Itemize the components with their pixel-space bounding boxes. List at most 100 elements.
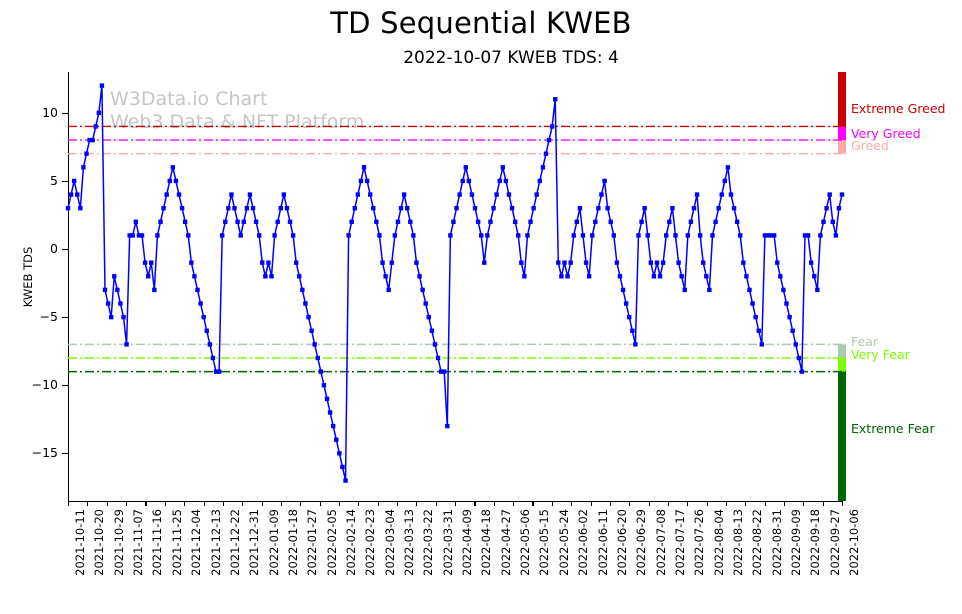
data-point-marker [719,192,724,197]
data-point-marker [331,423,336,429]
data-point-marker [793,342,798,347]
data-point-marker [216,369,222,374]
x-tick-mark [803,501,805,506]
x-tick-mark [725,501,728,506]
data-point-marker [395,219,401,225]
data-point-marker [87,137,92,143]
data-point-marker [420,287,425,293]
data-point-marker [463,165,468,170]
data-point-marker [716,205,721,211]
x-tick-mark [590,501,592,506]
data-point-marker [392,233,398,238]
zone-label-fear: Fear [851,333,878,349]
data-point-marker [445,423,450,429]
data-point-marker [334,437,339,442]
data-point-marker [121,314,126,320]
data-point-marker [787,314,792,320]
data-point-marker [105,301,111,306]
y-tick-mark [62,112,68,115]
data-point-marker [275,219,280,225]
y-tick-label: −15 [31,445,58,461]
data-point-marker [571,233,576,238]
data-point-marker [645,233,650,238]
data-point-marker [568,260,573,265]
zone-label-very-greed: Very Greed [851,126,921,141]
data-point-marker [368,192,373,197]
data-point-marker [423,301,428,306]
zone-label-extreme-fear: Extreme Fear [851,420,935,436]
x-tick-mark [648,501,650,506]
data-point-marker [414,260,419,265]
data-point-marker [118,301,123,306]
data-point-marker [503,178,509,184]
data-point-marker [195,287,200,293]
data-point-marker [605,205,610,211]
data-point-marker [580,233,586,238]
data-point-marker [269,274,274,279]
data-point-marker [839,192,845,197]
x-tick-mark [242,501,244,506]
data-point-marker [152,287,157,293]
data-point-marker [112,274,117,279]
data-point-marker [642,205,647,211]
data-point-marker [590,233,595,238]
x-tick-mark [609,501,611,506]
x-tick-mark [455,501,457,506]
x-tick-mark [68,501,70,506]
x-tick-mark [764,501,766,506]
data-point-marker [324,396,330,402]
data-point-marker [574,219,579,225]
data-point-marker [318,369,324,374]
data-point-marker [710,233,715,238]
data-point-marker [65,205,71,211]
data-point-marker [371,205,376,211]
data-point-marker [81,165,86,170]
data-point-marker [130,233,135,238]
data-point-marker [124,342,129,347]
x-tick-mark [261,501,263,506]
data-point-marker [290,233,296,238]
data-point-marker [713,219,718,225]
data-point-marker [620,287,626,293]
data-point-marker [158,219,163,225]
data-point-marker [488,219,493,225]
y-tick-label: −10 [31,377,58,393]
x-tick-mark [551,501,553,506]
data-point-marker [75,192,80,197]
data-point-marker [315,355,320,361]
zone-label-very-fear: Very Fear [851,347,910,363]
data-point-marker [374,219,379,225]
data-point-marker [226,205,231,211]
x-tick-mark [687,501,689,506]
data-point-marker [321,383,327,388]
data-point-marker [827,192,832,197]
x-tick-mark [126,501,128,506]
data-point-marker [704,274,709,279]
data-point-marker [96,110,102,116]
data-point-marker [657,274,663,279]
data-point-marker [494,192,499,197]
data-point-marker [475,219,481,225]
data-point-marker [534,192,539,197]
data-point-marker [108,314,114,320]
data-point-marker [679,274,684,279]
x-tick-mark [222,501,224,506]
y-tick-label: 5 [50,173,58,188]
data-point-marker [627,314,632,320]
data-point-marker [808,260,814,265]
data-point-marker [115,287,120,293]
data-point-marker [744,274,749,279]
data-point-marker [361,165,367,170]
data-point-marker [553,97,558,102]
data-point-marker [306,314,311,320]
data-point-marker [818,233,823,238]
data-point-marker [133,219,139,225]
data-point-marker [389,260,394,265]
data-point-marker [599,192,604,197]
x-tick-mark [629,501,631,506]
data-point-marker [405,205,410,211]
data-point-marker [821,219,826,225]
data-point-marker [68,192,74,197]
